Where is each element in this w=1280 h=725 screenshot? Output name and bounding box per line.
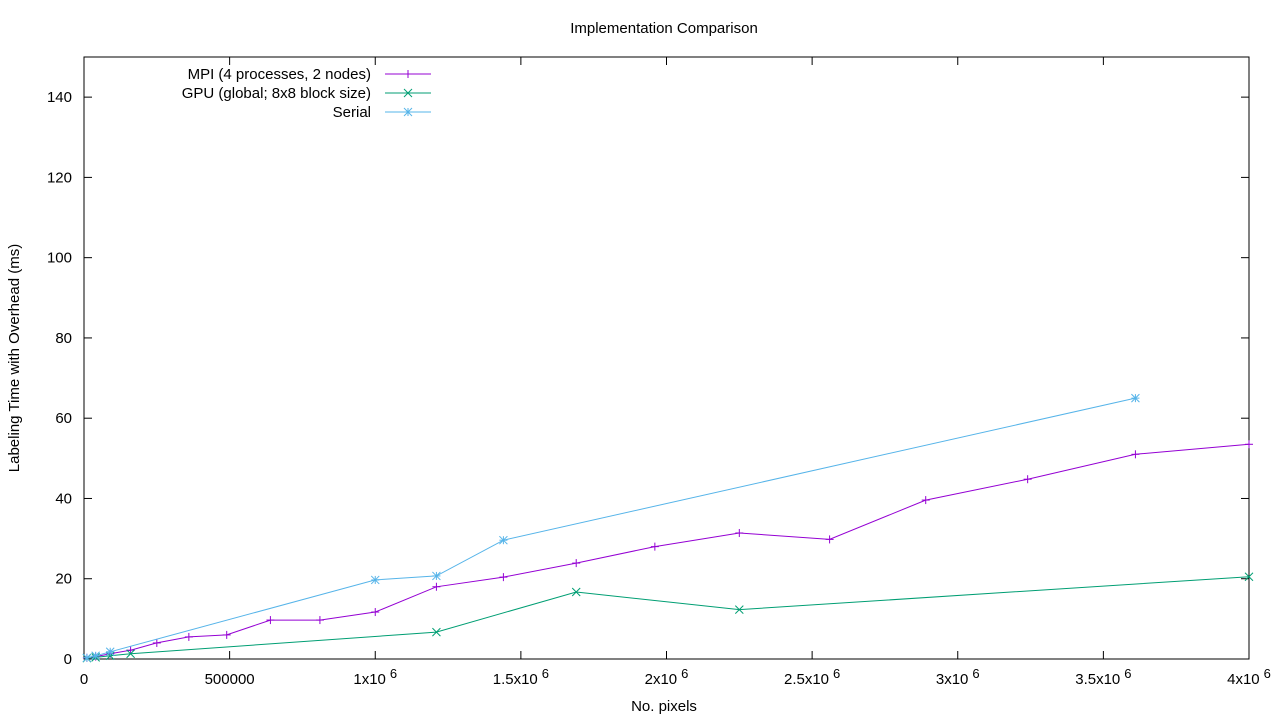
data-point: [499, 535, 508, 545]
x-tick-label-exponent: 6: [681, 666, 688, 681]
y-tick-label: 100: [47, 250, 72, 267]
chart-title: Implementation Comparison: [570, 20, 758, 37]
data-point: [266, 616, 275, 625]
series-line: [86, 397, 1136, 659]
data-point: [82, 653, 92, 663]
series-1: [82, 440, 1253, 662]
data-point: [105, 647, 115, 657]
data-point: [370, 575, 380, 585]
series-layer: [82, 393, 1254, 663]
legend: MPI (4 processes, 2 nodes) GPU (global; 8…: [182, 66, 431, 121]
x-tick-label-base: 2.5x10: [784, 671, 829, 688]
x-tick-label-exponent: 6: [833, 666, 840, 681]
series-line: [86, 576, 1250, 659]
legend-entry: Serial: [333, 104, 431, 121]
series-2: [82, 572, 1254, 663]
data-point: [1131, 450, 1140, 459]
data-point: [734, 605, 744, 614]
series-3: [82, 393, 1140, 663]
legend-marker: [403, 107, 413, 117]
legend-label: Serial: [333, 104, 371, 121]
legend-label: GPU (global; 8x8 block size): [182, 85, 371, 102]
x-tick-label: 1.5x10 6: [493, 666, 549, 688]
x-tick-label-exponent: 6: [1264, 666, 1271, 681]
y-tick-label: 140: [47, 89, 72, 106]
x-tick-label: 2x10 6: [645, 666, 689, 688]
x-tick-label-base: 500000: [205, 671, 255, 688]
data-point: [1245, 440, 1253, 449]
x-tick-label-base: 3x10: [936, 671, 969, 688]
y-tick-label: 20: [55, 571, 72, 588]
series-line: [86, 443, 1250, 659]
x-tick-label-base: 2x10: [645, 671, 678, 688]
data-point: [825, 535, 834, 544]
x-tick-label: 4x10 6: [1227, 666, 1271, 688]
data-point: [222, 630, 231, 639]
x-tick-label-base: 1x10: [353, 671, 386, 688]
data-point: [432, 627, 441, 637]
legend-label: MPI (4 processes, 2 nodes): [188, 66, 371, 83]
data-point: [105, 651, 115, 661]
x-tick-label-base: 0: [80, 671, 88, 688]
y-axis-label: Labeling Time with Overhead (ms): [6, 244, 23, 472]
x-tick-label: 500000: [205, 671, 255, 688]
legend-entry: MPI (4 processes, 2 nodes): [188, 66, 431, 83]
x-tick-label: 0: [80, 671, 88, 688]
data-point: [921, 496, 930, 505]
data-point: [735, 528, 744, 537]
y-tick-label: 120: [47, 169, 72, 186]
data-point: [432, 571, 441, 581]
data-point: [572, 559, 581, 568]
x-tick-label-exponent: 6: [390, 666, 397, 681]
legend-marker: [403, 88, 413, 98]
data-point: [650, 542, 659, 551]
data-point: [91, 651, 101, 661]
data-point: [371, 608, 380, 617]
data-point: [1244, 572, 1254, 582]
x-tick-label: 2.5x10 6: [784, 666, 840, 688]
data-point: [315, 616, 324, 625]
data-point: [184, 632, 193, 641]
data-point: [499, 573, 508, 582]
x-tick-label-exponent: 6: [972, 666, 979, 681]
x-tick-label-base: 3.5x10: [1075, 671, 1120, 688]
data-point: [1023, 475, 1032, 484]
plot-frame: [83, 56, 1250, 660]
data-point: [126, 649, 135, 659]
x-tick-label-exponent: 6: [1124, 666, 1131, 681]
y-tick-label: 60: [55, 410, 72, 427]
data-point: [571, 587, 581, 597]
y-tick-label: 0: [64, 651, 72, 668]
data-point: [1131, 393, 1140, 403]
x-tick-label: 3.5x10 6: [1075, 666, 1131, 688]
data-point: [152, 638, 161, 647]
legend-entry: GPU (global; 8x8 block size): [182, 85, 431, 102]
x-tick-label-base: 1.5x10: [493, 671, 538, 688]
x-tick-label-exponent: 6: [542, 666, 549, 681]
data-point: [126, 646, 135, 655]
data-point: [432, 582, 441, 591]
x-axis-label: No. pixels: [631, 698, 697, 715]
y-tick-label: 40: [55, 490, 72, 507]
x-tick-label-base: 4x10: [1227, 671, 1260, 688]
legend-marker: [404, 70, 412, 78]
x-tick-label: 3x10 6: [936, 666, 980, 688]
x-tick-label: 1x10 6: [353, 666, 397, 688]
y-tick-label: 80: [55, 330, 72, 347]
